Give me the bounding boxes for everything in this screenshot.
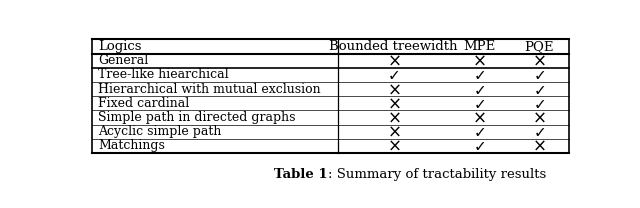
Text: $\checkmark$: $\checkmark$ [473,124,485,139]
Text: $\times$: $\times$ [472,109,486,126]
Text: $\times$: $\times$ [387,52,401,70]
Text: $\checkmark$: $\checkmark$ [532,124,545,139]
Text: $\times$: $\times$ [387,109,401,126]
Text: $\checkmark$: $\checkmark$ [473,82,485,97]
Text: Tree-like hiearchical: Tree-like hiearchical [99,68,229,81]
Text: Hierarchical with mutual exclusion: Hierarchical with mutual exclusion [99,83,321,96]
Text: $\checkmark$: $\checkmark$ [532,96,545,111]
Text: : Summary of tractability results: : Summary of tractability results [328,168,547,181]
Text: $\checkmark$: $\checkmark$ [532,67,545,82]
Text: $\times$: $\times$ [532,52,546,70]
Text: Matchings: Matchings [99,140,165,152]
Text: Acyclic simple path: Acyclic simple path [99,125,221,138]
Text: $\checkmark$: $\checkmark$ [473,67,485,82]
Text: $\checkmark$: $\checkmark$ [532,82,545,97]
Text: $\checkmark$: $\checkmark$ [473,139,485,154]
Text: $\times$: $\times$ [387,123,401,141]
Text: $\times$: $\times$ [532,137,546,155]
Text: Fixed cardinal: Fixed cardinal [99,97,189,110]
Text: $\checkmark$: $\checkmark$ [473,96,485,111]
Text: MPE: MPE [463,40,495,53]
Text: Logics: Logics [99,40,142,53]
Text: Table 1: Table 1 [275,168,328,181]
Text: $\times$: $\times$ [532,109,546,126]
Text: PQE: PQE [524,40,554,53]
Text: $\times$: $\times$ [472,52,486,70]
Text: $\times$: $\times$ [387,80,401,98]
Text: Bounded treewidth: Bounded treewidth [330,40,458,53]
Text: $\times$: $\times$ [387,94,401,112]
Text: $\checkmark$: $\checkmark$ [387,67,399,82]
Text: $\times$: $\times$ [387,137,401,155]
Text: Simple path in directed graphs: Simple path in directed graphs [99,111,296,124]
Text: General: General [99,54,148,67]
